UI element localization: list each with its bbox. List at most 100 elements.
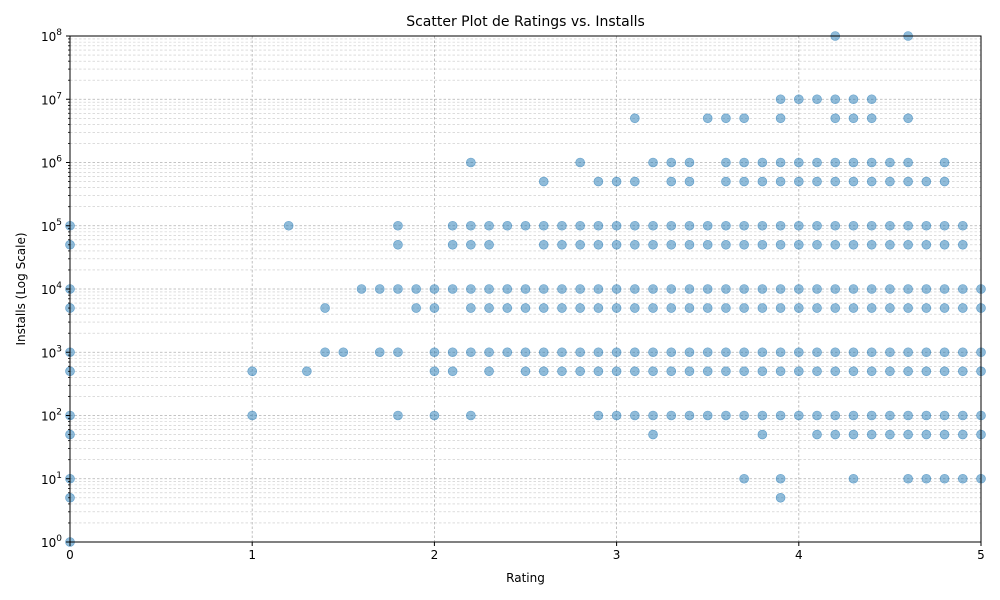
scatter-point — [793, 239, 804, 250]
scatter-point — [830, 94, 841, 105]
scatter-point — [721, 239, 731, 250]
scatter-point — [939, 157, 950, 168]
scatter-point — [939, 473, 950, 484]
scatter-point — [466, 220, 476, 231]
scatter-point — [484, 303, 494, 313]
scatter-point — [466, 347, 476, 358]
scatter-point — [684, 366, 695, 377]
scatter-point — [684, 284, 695, 294]
scatter-point — [684, 176, 695, 187]
scatter-point — [903, 176, 913, 187]
scatter-point — [684, 410, 695, 421]
scatter-point — [830, 176, 841, 187]
scatter-point — [866, 220, 877, 231]
scatter-point — [630, 347, 640, 358]
scatter-point — [903, 220, 913, 231]
scatter-point — [830, 157, 841, 168]
scatter-point — [739, 347, 749, 358]
scatter-point — [557, 366, 567, 377]
scatter-point — [702, 410, 713, 421]
scatter-point — [775, 176, 786, 187]
scatter-point — [903, 239, 913, 250]
scatter-point — [757, 347, 768, 358]
scatter-point — [812, 410, 822, 421]
scatter-point — [320, 303, 330, 313]
scatter-point — [648, 347, 658, 358]
scatter-point — [466, 157, 476, 168]
scatter-point — [575, 366, 585, 377]
scatter-point — [957, 366, 968, 377]
scatter-point — [812, 347, 822, 358]
y-tick-label: 106 — [41, 155, 62, 171]
scatter-point — [538, 220, 549, 231]
scatter-point — [247, 410, 257, 421]
scatter-point — [502, 347, 513, 358]
scatter-point — [648, 366, 658, 377]
scatter-point — [866, 303, 877, 313]
scatter-point — [538, 366, 549, 377]
scatter-point — [939, 410, 950, 421]
axis-ticks: 0 1 2 3 4 5 100 101 102 103 104 105 106 107 108 — [41, 28, 985, 562]
scatter-point — [830, 410, 841, 421]
scatter-point — [848, 347, 859, 358]
scatter-point — [793, 347, 804, 358]
scatter-point — [429, 366, 440, 377]
scatter-point — [903, 157, 913, 168]
scatter-point — [447, 347, 458, 358]
scatter-point — [739, 366, 749, 377]
scatter-point — [611, 284, 622, 294]
scatter-point — [848, 220, 859, 231]
scatter-point — [721, 303, 731, 313]
x-tick-label: 3 — [613, 548, 621, 562]
scatter-point — [702, 113, 713, 124]
scatter-point — [921, 429, 932, 440]
x-tick-label: 4 — [795, 548, 803, 562]
x-axis-label: Rating — [506, 571, 545, 585]
scatter-point — [757, 366, 768, 377]
scatter-point — [520, 303, 531, 313]
scatter-point — [630, 410, 640, 421]
scatter-point — [648, 284, 658, 294]
scatter-point — [739, 239, 749, 250]
scatter-point — [538, 303, 549, 313]
scatter-point — [830, 113, 841, 124]
scatter-point — [793, 366, 804, 377]
scatter-point — [830, 239, 841, 250]
scatter-point — [411, 284, 421, 294]
scatter-point — [648, 157, 658, 168]
scatter-point — [757, 410, 768, 421]
scatter-point — [466, 410, 476, 421]
scatter-point — [903, 410, 913, 421]
scatter-point — [957, 429, 968, 440]
scatter-point — [320, 347, 330, 358]
y-axis-label: Installs (Log Scale) — [14, 232, 28, 345]
scatter-point — [666, 347, 677, 358]
scatter-point — [793, 94, 804, 105]
scatter-point — [793, 220, 804, 231]
scatter-point — [793, 303, 804, 313]
scatter-point — [721, 347, 731, 358]
scatter-point — [593, 239, 604, 250]
scatter-point — [593, 366, 604, 377]
scatter-point — [393, 347, 403, 358]
scatter-point — [575, 303, 585, 313]
scatter-point — [702, 220, 713, 231]
scatter-point — [739, 473, 749, 484]
scatter-point — [393, 220, 403, 231]
scatter-point — [957, 239, 968, 250]
scatter-point — [885, 239, 895, 250]
scatter-point — [885, 284, 895, 294]
scatter-point — [866, 366, 877, 377]
scatter-point — [939, 284, 950, 294]
scatter-point — [702, 284, 713, 294]
scatter-point — [921, 366, 932, 377]
scatter-point — [775, 239, 786, 250]
scatter-point — [903, 347, 913, 358]
scatter-point — [793, 157, 804, 168]
scatter-point — [538, 176, 549, 187]
scatter-point — [848, 303, 859, 313]
scatter-point — [775, 492, 786, 503]
scatter-point — [848, 176, 859, 187]
y-tick-label: 100 — [41, 534, 62, 550]
